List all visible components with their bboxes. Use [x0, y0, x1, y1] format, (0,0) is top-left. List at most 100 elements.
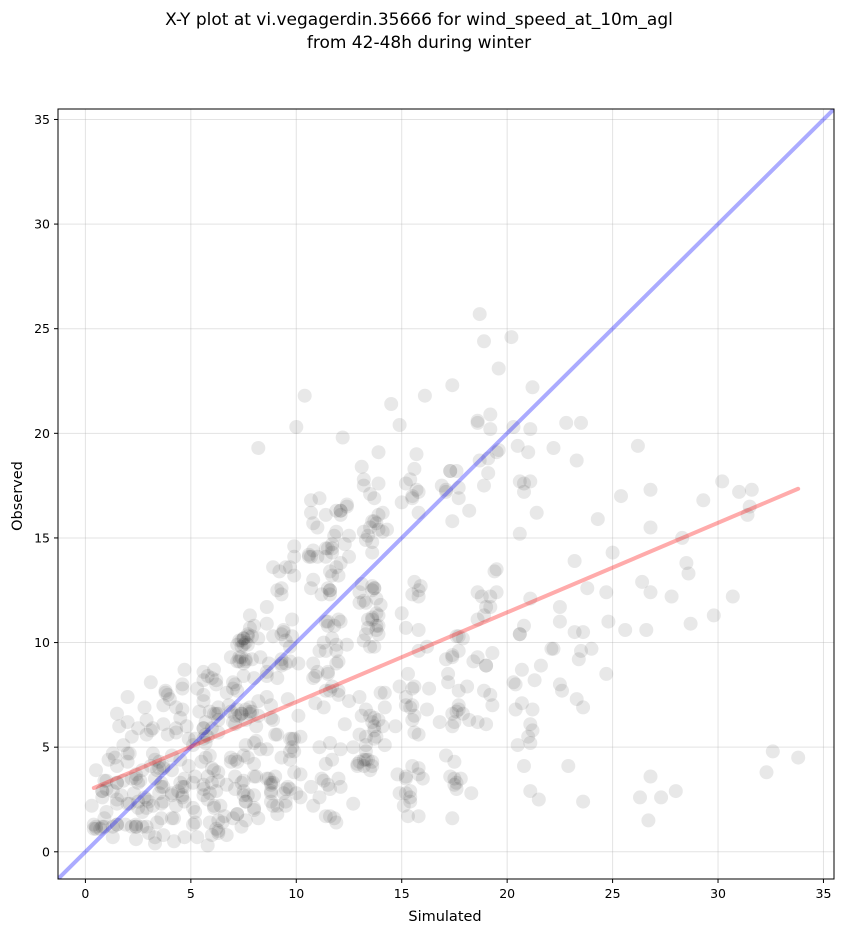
data-point — [164, 786, 179, 801]
data-point — [411, 505, 426, 520]
data-point — [143, 675, 158, 690]
data-point — [409, 482, 424, 497]
data-point — [643, 769, 658, 784]
data-point — [365, 583, 380, 598]
data-point — [333, 614, 348, 629]
data-point — [169, 721, 184, 736]
data-point — [137, 700, 152, 715]
data-point — [483, 422, 498, 437]
data-point — [447, 777, 462, 792]
data-point — [641, 813, 656, 828]
data-point — [285, 740, 300, 755]
data-point — [173, 775, 188, 790]
data-point — [99, 782, 114, 796]
data-point — [202, 786, 217, 801]
data-point — [228, 782, 243, 796]
data-point — [504, 330, 519, 345]
data-point — [635, 574, 650, 589]
data-point — [306, 543, 321, 558]
data-point — [114, 788, 129, 803]
data-point — [369, 729, 384, 744]
data-point — [472, 453, 487, 468]
data-point — [186, 800, 200, 815]
data-point — [706, 608, 721, 623]
chart-title-line-1: X-Y plot at vi.vegagerdin.35666 for wind… — [165, 10, 673, 30]
data-point — [236, 788, 251, 803]
data-point — [266, 560, 281, 575]
data-point — [272, 564, 287, 579]
data-point — [247, 800, 262, 815]
data-point — [226, 681, 240, 696]
data-point — [238, 794, 253, 809]
data-point — [373, 685, 388, 700]
data-point — [242, 706, 257, 721]
data-point — [226, 715, 240, 730]
data-point — [95, 784, 110, 799]
data-point — [95, 790, 110, 805]
data-point — [451, 491, 466, 506]
data-point — [506, 420, 521, 434]
data-point — [483, 407, 498, 422]
data-point — [145, 798, 160, 813]
data-point — [110, 775, 124, 790]
data-point — [308, 696, 323, 711]
data-point — [177, 771, 192, 786]
data-point — [304, 549, 318, 564]
data-point — [207, 798, 221, 813]
data-point — [323, 583, 337, 598]
x-tick-label: 35 — [816, 886, 832, 901]
data-point — [358, 752, 373, 767]
data-point — [422, 681, 437, 696]
data-point — [517, 618, 531, 633]
data-point — [232, 650, 247, 665]
data-point — [259, 616, 274, 631]
data-point — [177, 794, 192, 809]
data-point — [270, 798, 285, 813]
data-point — [398, 620, 413, 635]
data-point — [451, 643, 466, 658]
data-point — [358, 627, 373, 642]
data-point — [169, 725, 184, 740]
data-point — [198, 715, 213, 730]
data-point — [318, 683, 333, 698]
data-point — [725, 589, 740, 604]
data-point — [154, 779, 169, 794]
data-point — [365, 759, 380, 773]
data-point — [320, 614, 335, 629]
data-point — [135, 819, 150, 834]
data-point — [407, 725, 422, 740]
data-point — [398, 690, 413, 704]
data-point — [318, 756, 333, 771]
data-point — [251, 694, 266, 709]
data-point — [238, 813, 253, 828]
data-point — [367, 710, 382, 725]
y-axis-label: Observed — [10, 461, 26, 531]
data-point — [544, 641, 559, 656]
data-point — [339, 497, 354, 512]
data-point — [449, 704, 464, 719]
data-point — [177, 662, 192, 677]
data-point — [449, 775, 464, 790]
data-point — [131, 800, 146, 815]
data-point — [207, 800, 221, 815]
data-point — [234, 633, 249, 648]
data-point — [247, 803, 262, 817]
data-point — [491, 443, 506, 458]
data-point — [470, 650, 485, 665]
data-point — [204, 761, 219, 776]
data-point — [137, 790, 152, 805]
data-point — [264, 777, 278, 792]
data-point — [266, 629, 281, 644]
data-point — [219, 777, 234, 792]
x-tick-label: 30 — [710, 886, 726, 901]
data-point — [552, 614, 567, 629]
data-point — [126, 786, 141, 801]
data-point — [765, 744, 780, 759]
data-point — [654, 790, 669, 805]
data-point — [188, 731, 203, 746]
data-point — [675, 530, 690, 545]
data-point — [175, 788, 190, 803]
data-point — [337, 537, 352, 552]
data-point — [181, 759, 196, 773]
data-point — [363, 487, 378, 501]
